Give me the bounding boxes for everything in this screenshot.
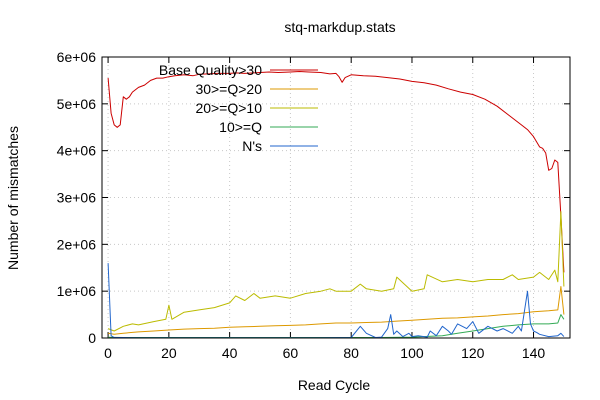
y-tick-labels: 0 1e+06 2e+06 3e+06 4e+06 5e+06 6e+06 — [57, 49, 97, 346]
y-axis-label: Number of mismatches — [5, 126, 21, 270]
x-tick-label: 40 — [222, 345, 238, 361]
axis-ticks — [102, 56, 570, 339]
x-tick-label: 20 — [161, 345, 177, 361]
series-line-1 — [107, 71, 565, 273]
series-line-3 — [107, 211, 565, 332]
y-tick-label: 6e+06 — [57, 49, 97, 65]
y-tick-label: 1e+06 — [57, 283, 97, 299]
plot-border — [101, 56, 571, 339]
grid — [102, 57, 570, 338]
legend-label: N's — [242, 138, 262, 154]
legend-label: 30>=Q>20 — [195, 81, 262, 97]
y-tick-label: 5e+06 — [57, 96, 97, 112]
legend-label: Base Quality>30 — [159, 62, 262, 78]
chart-title: stq-markdup.stats — [284, 19, 395, 35]
series-line-4 — [108, 314, 565, 338]
x-tick-labels: 0 20 40 60 80 100 120 140 — [104, 345, 545, 361]
x-tick-label: 80 — [343, 345, 359, 361]
y-tick-label: 0 — [88, 330, 96, 346]
y-tick-label: 2e+06 — [57, 236, 97, 252]
x-axis-label: Read Cycle — [298, 377, 371, 393]
series-lines — [107, 71, 565, 339]
x-tick-label: 120 — [461, 345, 485, 361]
y-tick-label: 3e+06 — [57, 190, 97, 206]
x-tick-label: 140 — [522, 345, 546, 361]
legend-label: 20>=Q>10 — [195, 100, 262, 116]
series-line-2 — [108, 286, 565, 335]
legend: Base Quality>30 30>=Q>20 20>=Q>10 10>=Q N's — [159, 62, 318, 154]
x-tick-label: 100 — [400, 345, 424, 361]
x-tick-label: 60 — [283, 345, 299, 361]
x-tick-label: 0 — [104, 345, 112, 361]
legend-label: 10>=Q — [219, 119, 262, 135]
y-tick-label: 4e+06 — [57, 143, 97, 159]
series-line-5 — [107, 263, 565, 339]
